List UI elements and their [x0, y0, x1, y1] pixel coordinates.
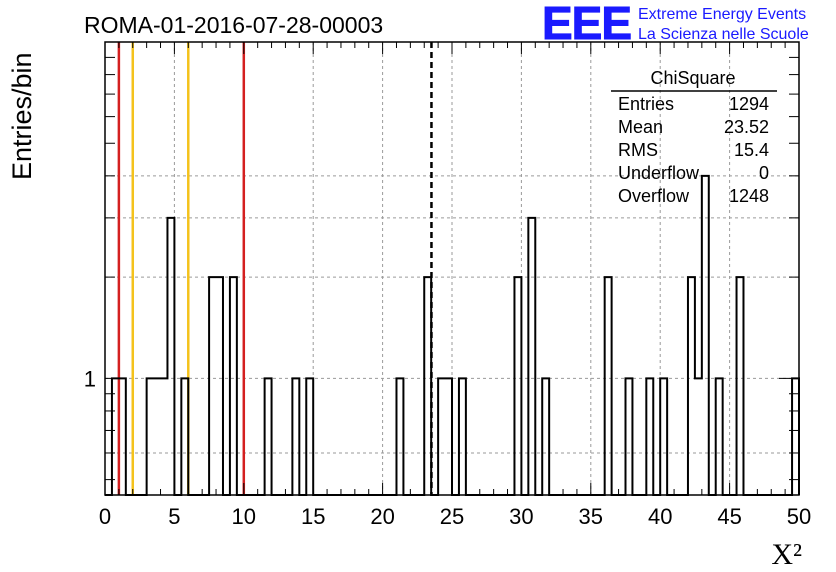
x-tick-label: 10 [232, 504, 256, 529]
x-axis-label: X² [771, 538, 802, 571]
stats-title: ChiSquare [650, 68, 735, 88]
eee-logo: EEE Extreme Energy Events La Scienza nel… [542, 0, 809, 50]
stats-rows: Entries 1294 Mean 23.52 RMS 15.4 Underflow 0 Ove… [618, 94, 769, 206]
x-tick-label: 15 [301, 504, 325, 529]
x-tick-label: 30 [509, 504, 533, 529]
stats-label: Entries [618, 94, 674, 114]
x-tick-label: 0 [99, 504, 111, 529]
histogram-outline [105, 174, 800, 496]
stats-value: 23.52 [724, 117, 769, 137]
y-tick-label: 1 [84, 366, 96, 391]
x-tick-label: 25 [440, 504, 464, 529]
stats-label: RMS [618, 140, 658, 160]
stats-label: Mean [618, 117, 663, 137]
eee-logo-text: EEE [542, 0, 631, 49]
x-tick-label: 45 [717, 504, 741, 529]
x-tick-label: 50 [787, 504, 811, 529]
y-axis-label: Entries/bin [7, 52, 37, 180]
x-tick-label: 20 [370, 504, 394, 529]
x-tick-label: 5 [168, 504, 180, 529]
stats-label: Overflow [618, 186, 690, 206]
x-tick-label: 35 [579, 504, 603, 529]
chart-title: ROMA-01-2016-07-28-00003 [84, 12, 383, 38]
axis-ticks [104, 42, 800, 495]
stats-value: 1248 [729, 186, 769, 206]
logo-line-1: Extreme Energy Events [638, 6, 806, 23]
stats-value: 0 [759, 163, 769, 183]
y-tick-labels: 1 [84, 366, 96, 391]
stats-value: 1294 [729, 94, 769, 114]
stats-box: ChiSquare Entries 1294 Mean 23.52 RMS 15.4 Und… [611, 68, 777, 206]
x-tick-label: 40 [648, 504, 672, 529]
logo-line-2: La Scienza nelle Scuole [638, 26, 809, 43]
stats-label: Underflow [618, 163, 700, 183]
x-tick-labels: 0 5 10 15 20 25 30 35 40 45 50 [99, 504, 811, 529]
stats-value: 15.4 [734, 140, 769, 160]
